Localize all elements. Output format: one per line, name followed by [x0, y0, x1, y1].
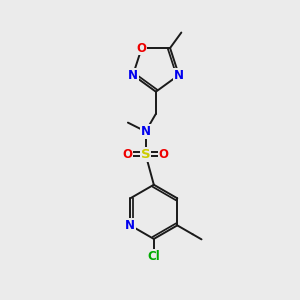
- Text: S: S: [141, 148, 150, 161]
- Text: O: O: [122, 148, 132, 161]
- Text: O: O: [159, 148, 169, 161]
- Text: O: O: [137, 41, 147, 55]
- Text: N: N: [174, 68, 184, 82]
- Text: Cl: Cl: [148, 250, 160, 263]
- Text: N: N: [141, 125, 151, 138]
- Text: N: N: [125, 219, 135, 232]
- Text: N: N: [128, 68, 138, 82]
